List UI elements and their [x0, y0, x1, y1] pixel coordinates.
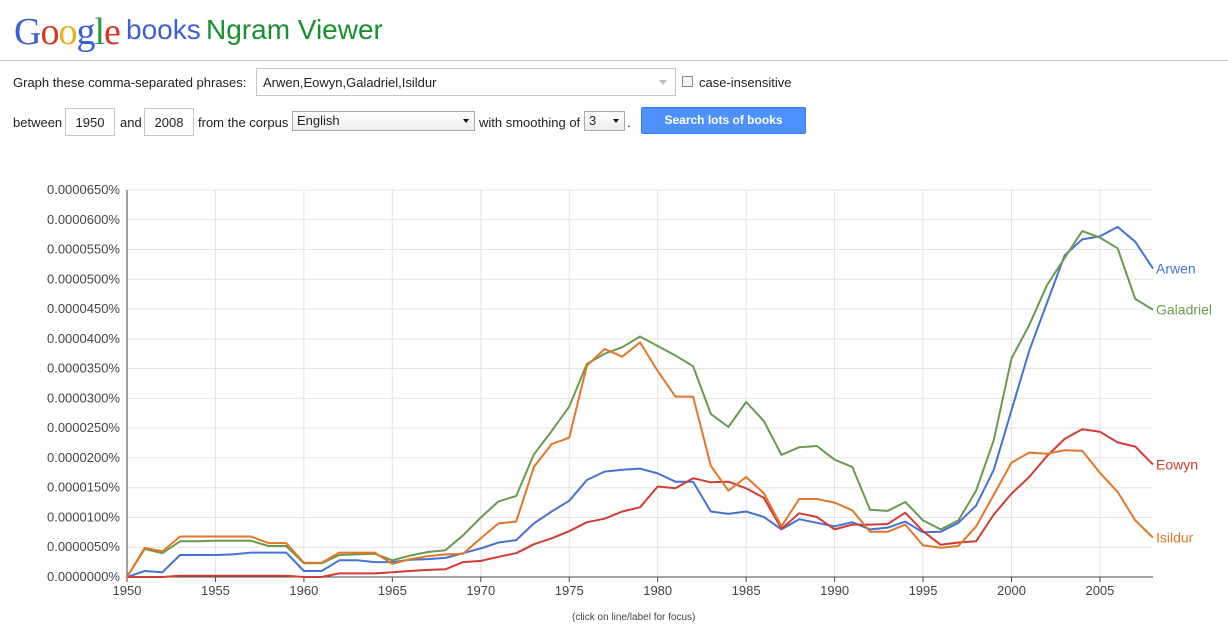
y-tick-label: 0.0000250%: [47, 420, 120, 435]
y-tick-label: 0.0000100%: [47, 509, 120, 524]
corpus-select[interactable]: English: [292, 111, 475, 131]
search-button[interactable]: Search lots of books: [641, 107, 806, 134]
y-tick-label: 0.0000350%: [47, 361, 120, 376]
google-logo[interactable]: Google: [14, 10, 121, 54]
x-tick-label: 1980: [643, 583, 672, 598]
y-tick-label: 0.0000500%: [47, 271, 120, 286]
y-tick-label: 0.0000400%: [47, 331, 120, 346]
logo-letter-0: G: [14, 11, 41, 53]
between-label: between: [13, 115, 63, 130]
y-tick-label: 0.0000550%: [47, 242, 120, 257]
series-line-galadriel[interactable]: [126, 230, 1154, 578]
series-line-isildur[interactable]: [126, 341, 1154, 578]
x-tick-label: 2000: [997, 583, 1026, 598]
y-tick-label: 0.0000150%: [47, 480, 120, 495]
y-tick-label: 0.0000000%: [47, 569, 120, 584]
series-line-eowyn[interactable]: [127, 428, 1154, 578]
corpus-selected-value: English: [297, 113, 340, 128]
period-text: .: [627, 115, 631, 130]
smoothing-select[interactable]: 3: [584, 111, 625, 131]
y-tick-label: 0.0000050%: [47, 539, 120, 554]
series-line-arwen[interactable]: [126, 225, 1154, 578]
x-tick-label: 1965: [378, 583, 407, 598]
y-tick-label: 0.0000300%: [47, 390, 120, 405]
chart-hint: (click on line/label for focus): [572, 612, 696, 623]
y-tick-label: 0.0000600%: [47, 212, 120, 227]
y-tick-label: 0.0000650%: [47, 182, 120, 197]
x-tick-label: 1990: [820, 583, 849, 598]
phrases-label: Graph these comma-separated phrases:: [13, 75, 247, 90]
logo-letter-4: l: [94, 11, 105, 53]
logo-letter-5: e: [104, 11, 121, 53]
series-label-isildur[interactable]: Isildur: [1156, 530, 1194, 546]
chevron-down-icon: [613, 119, 619, 123]
app-title[interactable]: Ngram Viewer: [206, 14, 383, 45]
x-tick-label: 1955: [201, 583, 230, 598]
x-tick-label: 1975: [555, 583, 584, 598]
smoothing-label: with smoothing of: [479, 115, 581, 130]
books-label[interactable]: books: [126, 14, 201, 45]
y-tick-label: 0.0000200%: [47, 450, 120, 465]
x-tick-label: 1960: [289, 583, 318, 598]
phrases-input-box[interactable]: [256, 68, 676, 96]
case-insensitive-checkbox[interactable]: [682, 76, 693, 87]
logo-letter-1: o: [40, 11, 59, 53]
series-label-arwen[interactable]: Arwen: [1156, 261, 1196, 277]
header-divider: [0, 60, 1228, 61]
dropdown-arrow-icon[interactable]: [659, 80, 667, 85]
series-label-eowyn[interactable]: Eowyn: [1156, 456, 1198, 472]
x-tick-label: 1950: [113, 583, 142, 598]
x-tick-label: 1995: [909, 583, 938, 598]
x-tick-label: 1970: [466, 583, 495, 598]
end-year-input[interactable]: [144, 108, 194, 136]
series-label-galadriel[interactable]: Galadriel: [1156, 302, 1212, 318]
corpus-label: from the corpus: [198, 115, 289, 130]
logo-letter-2: o: [58, 11, 77, 53]
and-label: and: [120, 115, 142, 130]
logo-letter-3: g: [76, 11, 95, 53]
case-insensitive-label[interactable]: case-insensitive: [699, 75, 792, 90]
chevron-down-icon: [463, 119, 469, 123]
y-tick-label: 0.0000450%: [47, 301, 120, 316]
x-tick-label: 2005: [1085, 583, 1114, 598]
x-tick-label: 1985: [732, 583, 761, 598]
smoothing-selected-value: 3: [589, 113, 597, 128]
start-year-input[interactable]: [65, 108, 115, 136]
phrases-input[interactable]: [263, 70, 653, 94]
